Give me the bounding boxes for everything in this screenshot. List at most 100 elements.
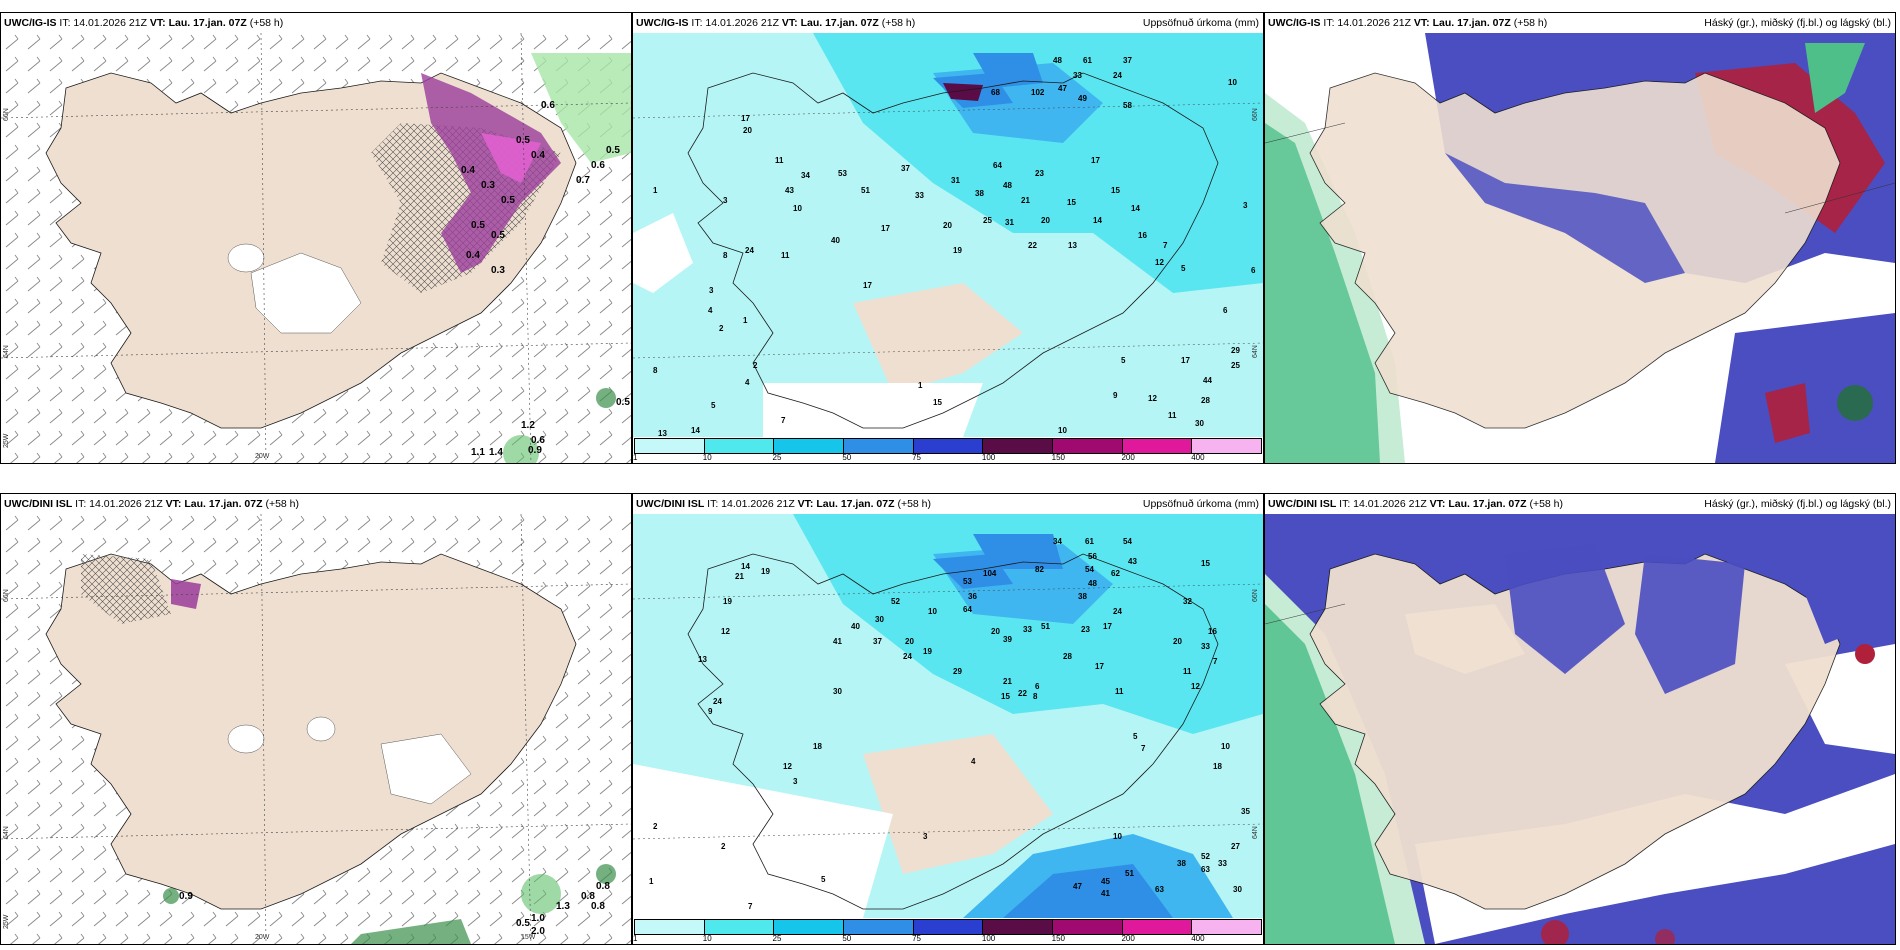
value-label: 51 <box>861 186 870 195</box>
value-label: 0.7 <box>576 175 590 186</box>
value-label: 1.4 <box>489 447 503 458</box>
value-label: 17 <box>863 281 872 290</box>
value-label: 0.5 <box>616 397 630 408</box>
value-label: 3 <box>1243 201 1248 210</box>
value-label: 24 <box>745 246 754 255</box>
value-label: 0.5 <box>606 145 620 156</box>
panel-header: UWC/IG-IS IT: 14.01.2026 21Z VT: Lau. 17… <box>633 13 1263 33</box>
lead-time: (+58 h) <box>1510 17 1548 29</box>
lead-time: (+58 h) <box>894 498 932 510</box>
value-label: 45 <box>1101 877 1110 886</box>
value-label: 38 <box>1078 592 1087 601</box>
colorbar-swatch <box>704 920 775 934</box>
value-label: 31 <box>951 176 960 185</box>
valid-time: VT: Lau. 17.jan. 07Z <box>165 498 263 510</box>
map-svg <box>1265 514 1895 944</box>
value-label: 20 <box>943 221 952 230</box>
colorbar-tick-label: 400 <box>1191 453 1205 462</box>
value-label: 14 <box>741 562 750 571</box>
value-label: 7 <box>1213 657 1218 666</box>
value-label: 64 <box>963 605 972 614</box>
value-label: 4 <box>708 306 713 315</box>
value-label: 43 <box>1128 557 1137 566</box>
value-label: 64 <box>993 161 1002 170</box>
value-label: 47 <box>1073 882 1082 891</box>
valid-time: VT: Lau. 17.jan. 07Z <box>1429 498 1527 510</box>
value-label: 6 <box>1223 306 1228 315</box>
colorbar-swatch <box>983 439 1054 453</box>
value-label: 24 <box>713 697 722 706</box>
value-label: 1 <box>653 186 658 195</box>
model-name: UWC/IG-IS <box>4 17 57 29</box>
value-label: 0.9 <box>528 445 542 456</box>
colorbar-swatch <box>1192 439 1262 453</box>
model-name: UWC/IG-IS <box>1268 17 1321 29</box>
value-label: 25 <box>1231 361 1240 370</box>
value-label: 58 <box>1123 101 1132 110</box>
value-label: 0.9 <box>179 891 193 902</box>
value-label: 48 <box>1003 181 1012 190</box>
value-label: 12 <box>721 627 730 636</box>
value-label: 24 <box>1113 71 1122 80</box>
value-label: 3 <box>709 286 714 295</box>
value-label: 41 <box>833 637 842 646</box>
value-label: 62 <box>1111 569 1120 578</box>
colorbar-swatch <box>1122 439 1193 453</box>
value-label: 0.6 <box>531 435 545 446</box>
colorbar-swatch <box>913 439 984 453</box>
field-title: Háský (gr.), miðský (fj.bl.) og lágský (… <box>1704 17 1891 29</box>
value-label: 0.5 <box>471 220 485 231</box>
value-label: 37 <box>1123 56 1132 65</box>
value-label: 7 <box>781 416 786 425</box>
value-label: 33 <box>1218 859 1227 868</box>
value-label: 10 <box>928 607 937 616</box>
value-label: 20 <box>1173 637 1182 646</box>
value-label: 6 <box>1251 266 1256 275</box>
value-label: 20 <box>905 637 914 646</box>
model-name: UWC/IG-IS <box>636 17 689 29</box>
snowfall-purple <box>421 73 561 273</box>
init-time: IT: 14.01.2026 21Z <box>72 498 166 510</box>
value-label: 38 <box>1177 859 1186 868</box>
colorbar-swatches <box>634 438 1262 454</box>
value-label: 29 <box>953 667 962 676</box>
value-label: 30 <box>875 615 884 624</box>
colorbar-tick-label: 75 <box>912 453 922 462</box>
field-title: Háský (gr.), miðský (fj.bl.) og lágský (… <box>1704 498 1891 510</box>
lat-label: 64N <box>3 826 10 839</box>
value-label: 23 <box>1035 169 1044 178</box>
colorbar-swatch <box>774 920 845 934</box>
panel-precip-igis: UWC/IG-IS IT: 14.01.2026 21Z VT: Lau. 17… <box>632 12 1264 464</box>
value-label: 19 <box>761 567 770 576</box>
init-time: IT: 14.01.2026 21Z <box>688 17 782 29</box>
value-label: 0.5 <box>501 195 515 206</box>
value-label: 61 <box>1083 56 1092 65</box>
value-label: 22 <box>1018 689 1027 698</box>
value-label: 11 <box>1168 411 1177 420</box>
colorbar-tick-label: 100 <box>981 453 996 462</box>
value-label: 12 <box>783 762 792 771</box>
value-label: 51 <box>1041 622 1050 631</box>
value-label: 14 <box>1131 204 1140 213</box>
valid-time: VT: Lau. 17.jan. 07Z <box>781 17 879 29</box>
value-label: 0.4 <box>461 165 475 176</box>
value-label: 16 <box>1208 627 1217 636</box>
value-label: 5 <box>821 875 826 884</box>
value-label: 13 <box>698 655 707 664</box>
precip-green <box>531 53 631 163</box>
value-labels: 34 61 54 56 43 15 104 82 54 62 14 19 48 … <box>649 537 1250 911</box>
lon-label: 20W <box>255 453 270 460</box>
init-time: IT: 14.01.2026 21Z <box>56 17 150 29</box>
colorbar-tick-label: 100 <box>981 934 996 943</box>
value-label: 11 <box>1115 687 1124 696</box>
colorbar-swatch <box>774 439 845 453</box>
colorbar-tick-label: 200 <box>1121 453 1135 462</box>
value-label: 1.0 <box>531 913 545 924</box>
value-label: 1.3 <box>556 901 570 912</box>
value-label: 20 <box>991 627 1000 636</box>
map-svg: 48 61 37 24 33 68 102 47 49 58 10 17 20 … <box>633 33 1263 437</box>
snowfall-pink <box>481 133 541 183</box>
value-label: 7 <box>748 902 753 911</box>
value-label: 1.2 <box>521 420 535 431</box>
init-time: IT: 14.01.2026 21Z <box>1320 17 1414 29</box>
